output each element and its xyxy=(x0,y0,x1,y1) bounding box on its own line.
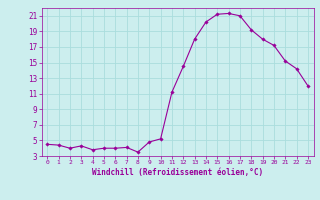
X-axis label: Windchill (Refroidissement éolien,°C): Windchill (Refroidissement éolien,°C) xyxy=(92,168,263,177)
